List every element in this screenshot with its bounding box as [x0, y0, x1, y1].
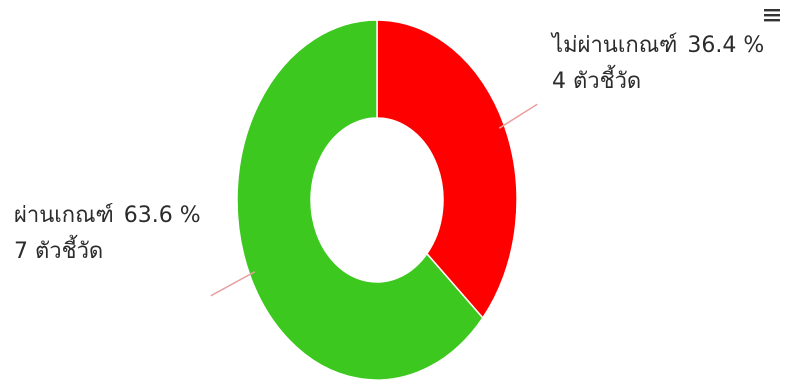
data-label-pass-name: ผ่านเกณฑ์ — [14, 203, 114, 228]
data-label-fail-percent: 36.4 % — [687, 33, 765, 58]
leader-line-fail — [498, 103, 538, 129]
data-label-fail: ไม่ผ่านเกณฑ์ 36.4 % 4 ตัวชี้วัด — [552, 28, 764, 100]
slice-layer — [236, 19, 518, 381]
data-label-pass-percent: 63.6 % — [123, 203, 201, 228]
menu-icon[interactable] — [760, 6, 784, 32]
donut-slice-pass[interactable] — [236, 19, 484, 381]
data-label-fail-count: 4 ตัวชี้วัด — [552, 69, 642, 94]
leader-line-layer — [210, 103, 538, 297]
data-label-pass: ผ่านเกณฑ์ 63.6 % 7 ตัวชี้วัด — [14, 198, 201, 270]
donut-slice-fail[interactable] — [376, 19, 518, 320]
leader-line-pass — [210, 271, 256, 297]
data-label-pass-count: 7 ตัวชี้วัด — [14, 239, 104, 264]
data-label-fail-name: ไม่ผ่านเกณฑ์ — [552, 33, 678, 58]
